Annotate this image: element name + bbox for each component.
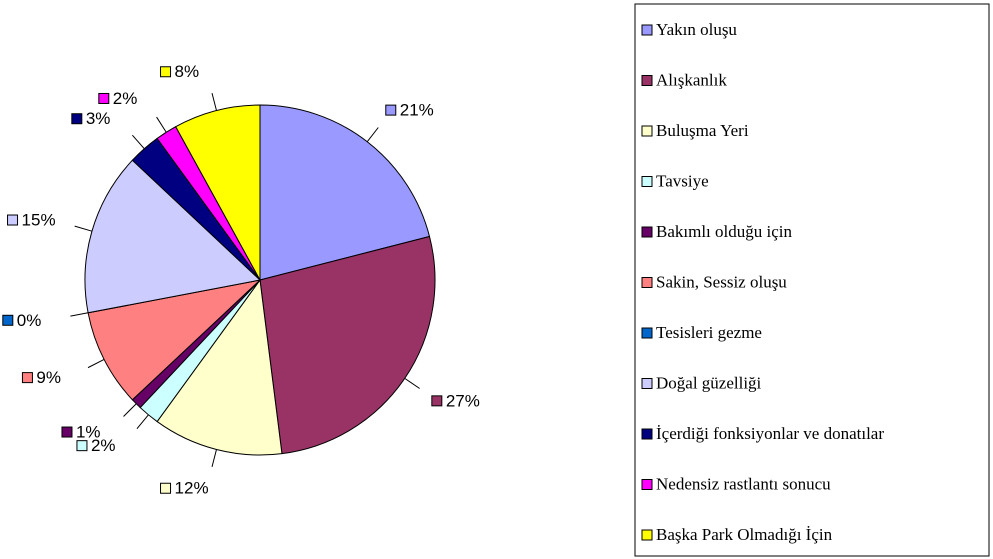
legend-label: Sakin, Sessiz oluşu bbox=[656, 272, 787, 291]
leader-line bbox=[123, 403, 137, 417]
data-label: 0% bbox=[17, 311, 42, 330]
leader-line bbox=[87, 359, 105, 369]
data-label: 3% bbox=[86, 109, 111, 128]
legend-swatch bbox=[641, 176, 653, 187]
legend-swatch bbox=[641, 226, 653, 238]
leader-line bbox=[131, 134, 145, 150]
legend-swatch bbox=[641, 428, 653, 440]
legend-label: Doğal güzelliği bbox=[656, 373, 762, 392]
data-label: 9% bbox=[36, 368, 61, 387]
leader-line bbox=[211, 92, 217, 111]
label-swatch bbox=[61, 426, 73, 438]
leader-line bbox=[74, 225, 93, 232]
data-label: 15% bbox=[22, 211, 56, 230]
pie-slice bbox=[87, 279, 262, 401]
label-swatch bbox=[431, 395, 443, 407]
pie-slice bbox=[84, 159, 262, 314]
legend-box bbox=[634, 3, 990, 557]
data-label: 2% bbox=[91, 436, 116, 455]
label-swatch bbox=[71, 113, 83, 125]
data-label: 2% bbox=[113, 89, 138, 108]
leader-line bbox=[156, 116, 167, 133]
label-swatch bbox=[160, 66, 172, 78]
label-swatch bbox=[76, 440, 88, 452]
data-label: 12% bbox=[175, 479, 209, 498]
legend-label: Başka Park Olmadığı İçin bbox=[656, 525, 833, 544]
legend-label: Bakımlı olduğu için bbox=[656, 222, 792, 241]
legend-swatch bbox=[641, 75, 653, 86]
label-swatch bbox=[7, 214, 19, 226]
label-swatch bbox=[385, 104, 397, 116]
legend-swatch bbox=[641, 327, 653, 339]
legend-label: Tesisleri gezme bbox=[656, 323, 762, 342]
legend-swatch bbox=[641, 529, 653, 541]
pie-slice bbox=[259, 235, 436, 455]
data-label: 1% bbox=[76, 423, 101, 442]
pie-slice bbox=[156, 278, 283, 456]
pie-slice bbox=[259, 104, 431, 281]
label-swatch bbox=[21, 372, 33, 384]
leader-line bbox=[211, 449, 217, 468]
legend-label: Yakın oluşu bbox=[656, 20, 737, 39]
legend-label: Alışkanlık bbox=[656, 70, 727, 89]
legend-label: İçerdiği fonksiyonlar ve donatılar bbox=[656, 424, 884, 443]
data-label: 21% bbox=[400, 101, 434, 120]
leader-line bbox=[366, 127, 379, 143]
leader-line bbox=[136, 414, 149, 430]
data-label: 8% bbox=[175, 62, 200, 81]
legend-label: Tavsiye bbox=[656, 171, 709, 190]
legend-label: Nedensiz rastlantı sonucu bbox=[656, 474, 831, 493]
data-label: 27% bbox=[446, 391, 480, 410]
legend-swatch bbox=[641, 24, 653, 36]
leader-line bbox=[404, 377, 420, 389]
legend-swatch bbox=[641, 378, 653, 389]
label-swatch bbox=[2, 314, 14, 326]
legend-swatch bbox=[641, 479, 653, 490]
label-swatch bbox=[98, 92, 110, 104]
legend-label: Buluşma Yeri bbox=[656, 121, 749, 140]
legend-swatch bbox=[641, 277, 653, 288]
label-swatch bbox=[160, 482, 172, 494]
leader-line bbox=[70, 312, 89, 317]
legend-swatch bbox=[641, 125, 653, 137]
